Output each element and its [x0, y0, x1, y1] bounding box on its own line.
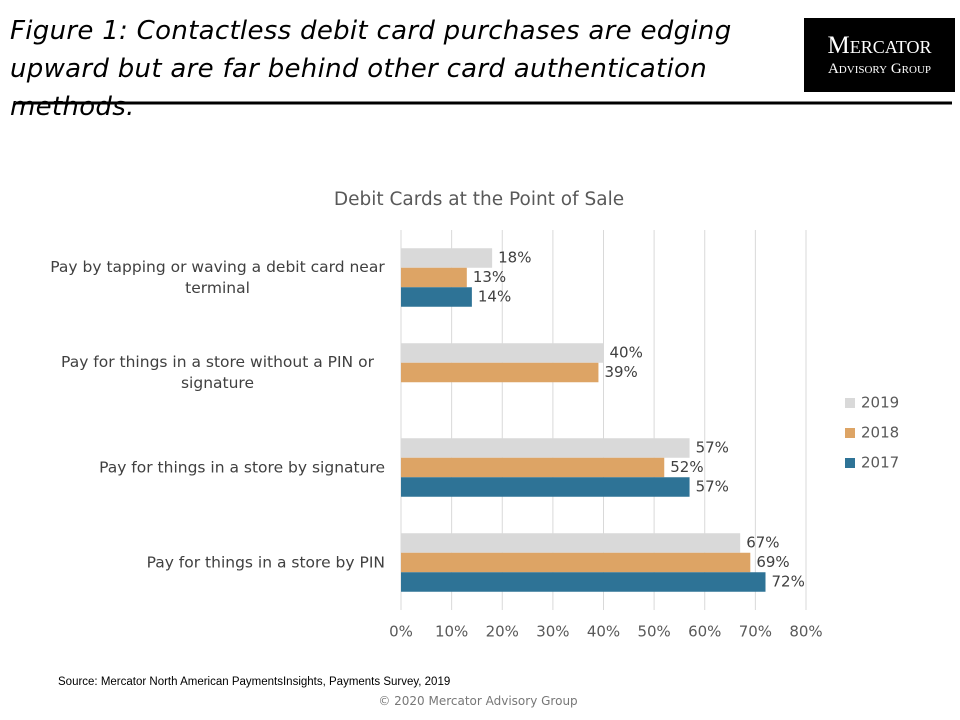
value-label: 13%: [473, 268, 506, 286]
legend-label: 2018: [861, 424, 899, 442]
value-label: 14%: [478, 288, 511, 306]
bar: [401, 248, 493, 268]
bar: [401, 438, 690, 458]
category-label-text: Pay by tapping or waving a debit card ne…: [50, 257, 385, 297]
logo-text: Mercator: [827, 32, 932, 59]
value-label: 72%: [772, 573, 805, 591]
bar: [401, 572, 766, 592]
value-label: 39%: [604, 363, 637, 381]
slide-title: Figure 1: Contactless debit card purchas…: [10, 16, 732, 122]
category-label: Pay for things in a store by PIN: [20, 552, 385, 573]
category-label: Pay for things in a store by signature: [20, 457, 385, 478]
copyright: © 2020 Mercator Advisory Group: [378, 694, 578, 708]
category-label: Pay by tapping or waving a debit card ne…: [20, 257, 385, 299]
x-tick-label: 60%: [688, 623, 721, 641]
value-label: 67%: [746, 534, 779, 552]
bar: [401, 457, 665, 478]
value-label: 52%: [670, 458, 703, 476]
x-tick-label: 30%: [536, 623, 569, 641]
value-label: 57%: [696, 478, 729, 496]
legend-label: 2019: [861, 394, 899, 412]
category-label-text: Pay for things in a store by signature: [99, 458, 385, 476]
bar: [401, 343, 604, 363]
x-tick-label: 50%: [637, 623, 670, 641]
source: Source: Mercator North American Payments…: [58, 676, 451, 688]
legend-swatch: [845, 458, 855, 468]
x-tick-label: 20%: [486, 623, 519, 641]
logo: Mercator Advisory Group: [804, 18, 955, 92]
x-tick-label: 40%: [587, 623, 620, 641]
x-tick-label: 0%: [389, 623, 413, 641]
value-label: 69%: [756, 553, 789, 571]
bar: [401, 287, 472, 307]
bar: [401, 533, 741, 553]
x-tick-label: 70%: [739, 623, 772, 641]
x-tick-label: 10%: [435, 623, 468, 641]
bar: [401, 362, 599, 383]
value-label: 57%: [696, 439, 729, 457]
category-label-text: Pay for things in a store by PIN: [146, 553, 385, 571]
value-label: 18%: [498, 249, 531, 267]
category-label: Pay for things in a store without a PIN …: [20, 352, 385, 394]
logo-text: Advisory Group: [827, 61, 932, 77]
value-label: 40%: [610, 344, 643, 362]
chart-title: Debit Cards at the Point of Sale: [334, 189, 624, 210]
legend-swatch: [845, 428, 855, 438]
bar: [401, 267, 467, 288]
category-label-text: Pay for things in a store without a PIN …: [61, 352, 374, 392]
bar: [401, 552, 751, 573]
x-tick-label: 80%: [789, 623, 822, 641]
legend-swatch: [845, 398, 855, 408]
legend-label: 2017: [861, 454, 899, 472]
bar: [401, 477, 690, 497]
